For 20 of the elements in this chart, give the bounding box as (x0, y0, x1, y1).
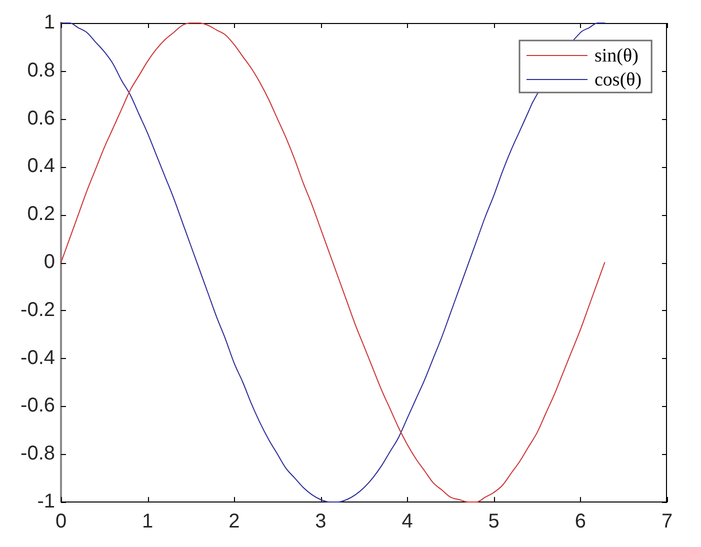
x-tick-label: 5 (488, 510, 500, 533)
legend-label: cos(θ) (594, 69, 642, 90)
x-tick-label: 2 (228, 510, 240, 533)
y-tick-label: 0.8 (27, 59, 55, 82)
x-tick-label: 6 (574, 510, 586, 533)
y-tick-label: 0.6 (27, 107, 55, 130)
y-tick-label: 1 (44, 12, 55, 34)
y-tick-label: 0.2 (27, 203, 55, 226)
x-tick-label: 1 (142, 510, 154, 533)
y-tick-label: -1 (37, 490, 55, 513)
y-tick-label: 0 (44, 251, 55, 274)
y-tick-label: 0.4 (27, 155, 55, 178)
y-tick-label: -0.4 (20, 346, 55, 369)
y-tick-label: -0.8 (20, 442, 55, 465)
x-tick-label: 7 (661, 510, 673, 533)
x-tick-label: 4 (402, 510, 413, 533)
y-tick-label: -0.2 (20, 298, 55, 321)
x-tick-label: 3 (315, 510, 326, 533)
legend-label: sin(θ) (594, 45, 638, 66)
y-tick-label: -0.6 (20, 394, 55, 417)
